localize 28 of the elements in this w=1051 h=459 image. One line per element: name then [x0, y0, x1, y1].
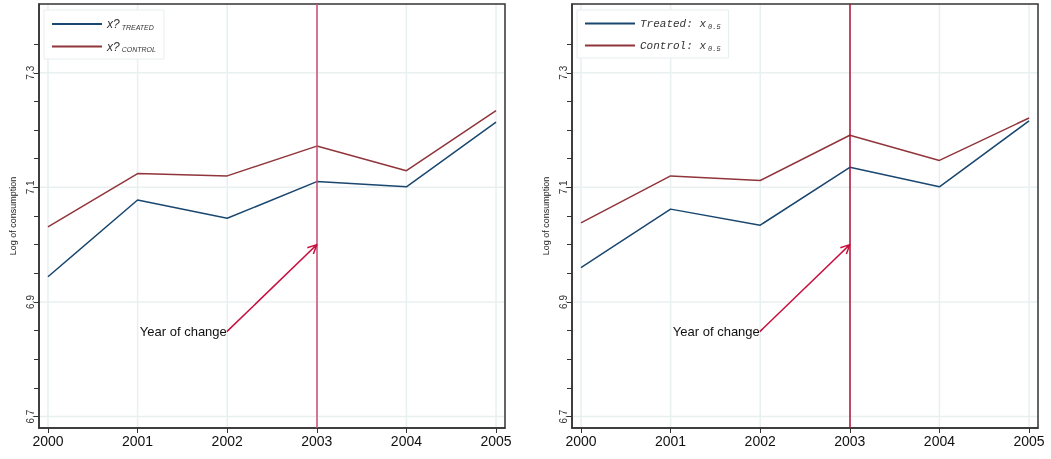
annotation: Year of change — [672, 324, 760, 340]
y-tick-label: 6.7 — [557, 409, 569, 424]
x-tick-label: 2001 — [655, 433, 687, 449]
line-series — [47, 109, 497, 228]
y-tick-label: 7.1 — [557, 179, 569, 195]
y-axis-title: Log of consumption — [540, 176, 551, 256]
x-tick-label: 2002 — [211, 433, 243, 449]
y-axis-title: Log of consumption — [7, 176, 18, 256]
y-tick-label: 6.9 — [24, 294, 36, 309]
y-tick-label: 7.1 — [24, 179, 36, 195]
x-tick-label: 2000 — [32, 433, 64, 449]
y-tick-label: 7.3 — [557, 65, 569, 80]
x-tick-label: 2003 — [301, 433, 333, 449]
x-tick-label: 2005 — [480, 433, 512, 449]
y-tick-label: 6.7 — [24, 409, 36, 424]
annotation: Year of change — [139, 324, 227, 340]
x-tick-label: 2000 — [565, 433, 597, 449]
x-tick-label: 2001 — [122, 433, 154, 449]
line-series — [580, 117, 1030, 224]
x-tick-label: 2005 — [1013, 433, 1045, 449]
x-tick-label: 2002 — [744, 433, 776, 449]
y-tick-label: 7.3 — [24, 65, 36, 80]
x-tick-label: 2004 — [390, 433, 423, 449]
line-series — [580, 120, 1030, 269]
x-tick-label: 2003 — [834, 433, 866, 449]
x-tick-label: 2004 — [923, 433, 956, 449]
y-tick-label: 6.9 — [557, 294, 569, 309]
line-series — [47, 121, 497, 278]
